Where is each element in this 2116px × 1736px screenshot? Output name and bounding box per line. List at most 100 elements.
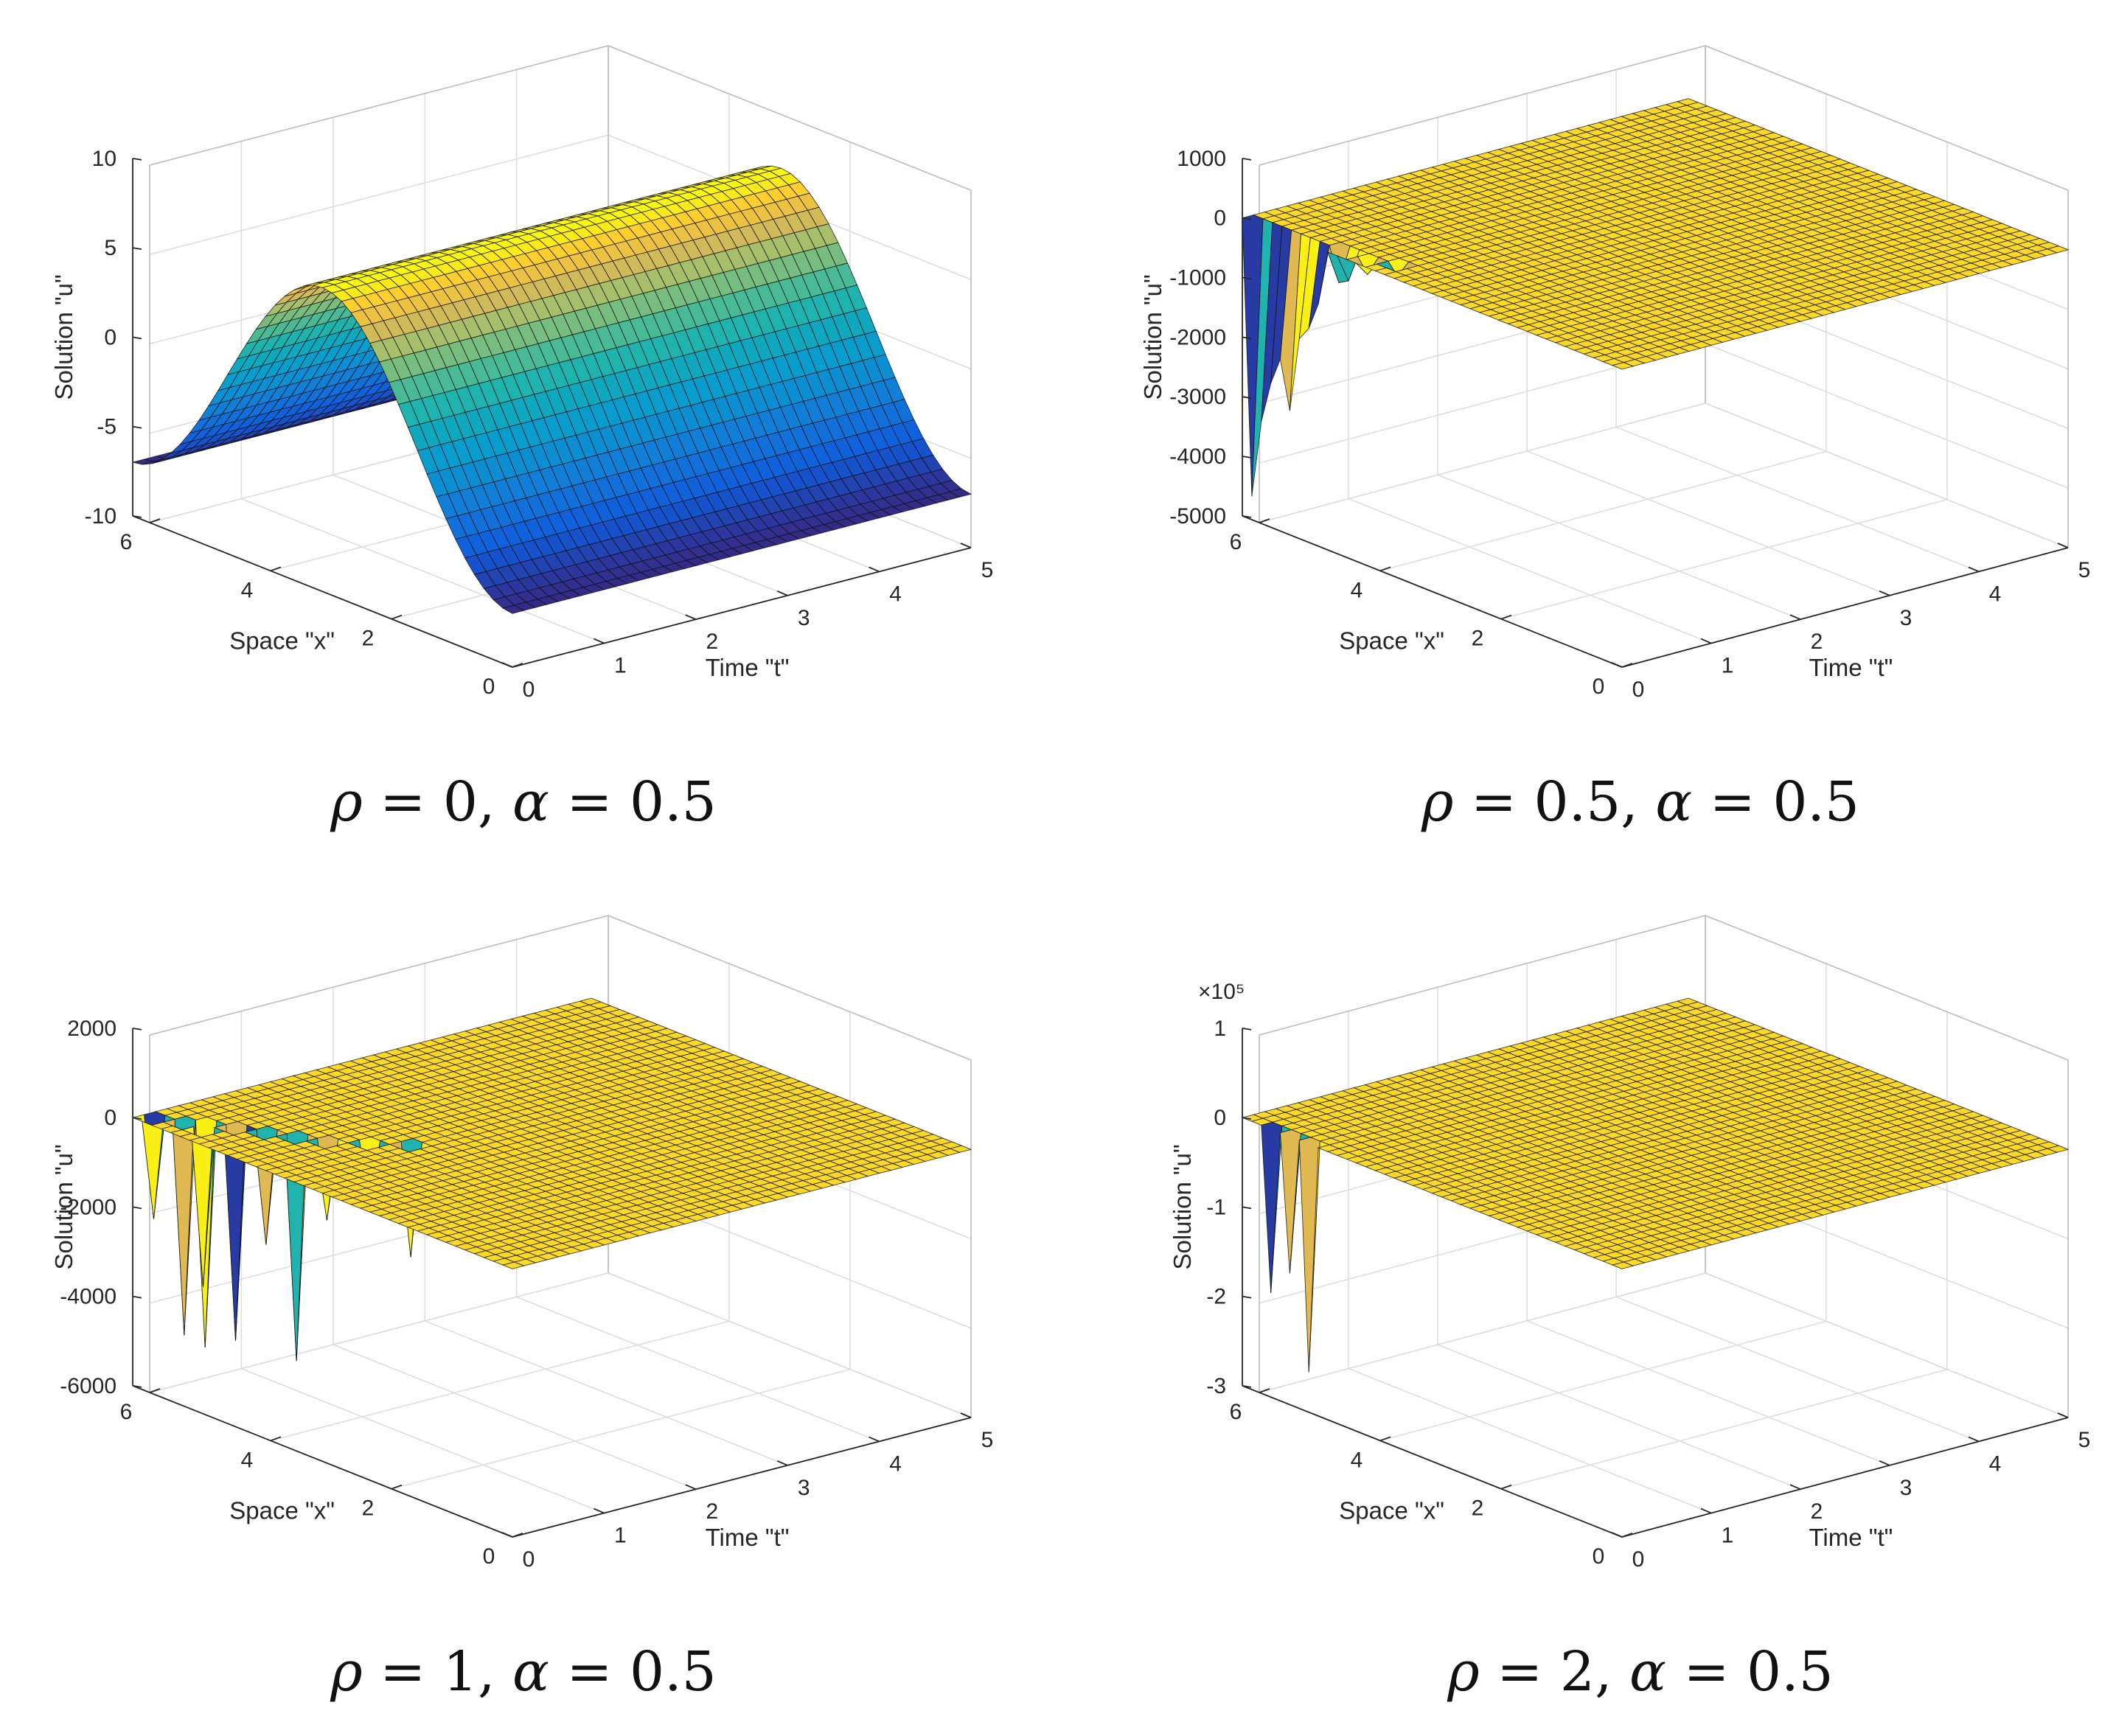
surface-patch [501, 604, 525, 614]
t-tick-label: 3 [798, 606, 810, 630]
x-tick-label: 6 [120, 530, 133, 554]
z-tick-label: -5 [97, 415, 116, 439]
caption-1: ρ = 0, α = 0.5 [330, 770, 717, 834]
z-tick [1242, 217, 1252, 220]
z-tick-label: -4000 [1169, 445, 1226, 469]
t-tick-label: 1 [1722, 654, 1734, 678]
surface-patch [142, 1120, 164, 1219]
box-edge [149, 45, 609, 166]
caption-rho-symbol: ρ [1421, 770, 1454, 834]
caption-rho-value: 0.5 [1534, 770, 1621, 834]
x-tick-label: 0 [483, 1544, 495, 1569]
x-axis-line [132, 515, 513, 668]
z-tick [1242, 157, 1252, 161]
z-tick [1242, 336, 1252, 340]
z-tick-label: -5000 [1169, 504, 1226, 529]
z-tick-label: -4000 [60, 1285, 116, 1309]
caption-alpha-value: 0.5 [630, 770, 717, 834]
t-axis-label: Time "t" [1809, 654, 1893, 681]
t-axis-line [512, 1417, 972, 1538]
t-tick-label: 1 [614, 1524, 627, 1548]
z-tick-label: -1000 [1169, 266, 1226, 290]
caption-rho-symbol: ρ [330, 1640, 363, 1704]
z-gridline [149, 1272, 972, 1418]
z-tick [132, 157, 142, 161]
t-tick [1879, 590, 1890, 596]
x-tick-label: 4 [241, 578, 254, 602]
t-axis-label: Time "t" [706, 654, 790, 681]
z-axis-label: Solution "u" [50, 1144, 77, 1269]
t-tick-label: 5 [981, 1428, 994, 1452]
t-tick [1611, 662, 1623, 668]
x-tick-label: 6 [1230, 530, 1242, 554]
surface-plot-2: -5000 -4000 -3000 -2000 -1000 0 1000 0 2 4 6 0 1 2 3 4 5… [1106, 0, 2116, 737]
t-tick-label: 0 [523, 1547, 535, 1572]
t-tick [594, 638, 605, 644]
z-tick-label: 2000 [67, 1017, 116, 1041]
z-tick [1242, 456, 1252, 459]
t-tick-label: 0 [1632, 677, 1645, 702]
caption-alpha-symbol: α [1655, 770, 1693, 834]
x-tick [1621, 663, 1633, 668]
z-tick [132, 336, 142, 340]
x-tick [270, 566, 282, 572]
z-tick [1242, 515, 1252, 518]
t-tick [685, 1484, 697, 1491]
z-tick [132, 425, 142, 429]
x-tick-label: 6 [120, 1400, 133, 1424]
z-tick [132, 1295, 142, 1299]
surface-plot-3: -6000 -4000 -2000 0 2000 0 2 4 6 0 1 2 3 4 5 Solution … [0, 870, 1058, 1607]
caption-alpha-value: 0.5 [1772, 770, 1860, 834]
caption-rho-value: 0 [442, 770, 478, 834]
t-tick-label: 0 [523, 677, 535, 702]
z-tick-label: -10 [85, 504, 116, 529]
x-tick [149, 518, 161, 523]
z-tick [132, 1027, 142, 1031]
z-tick-label: 5 [104, 236, 116, 260]
t-tick-label: 3 [798, 1476, 810, 1500]
caption-rho-value: 1 [442, 1640, 478, 1704]
x-tick [512, 663, 523, 668]
t-tick [2057, 543, 2069, 548]
box-edge [608, 45, 972, 191]
t-tick [869, 1436, 880, 1443]
t-tick [1789, 614, 1801, 621]
z-tick [1242, 276, 1252, 280]
t-tick-label: 4 [1989, 582, 2002, 606]
z-tick-label: 0 [104, 325, 116, 349]
t-tick [869, 566, 880, 573]
t-tick [776, 1460, 788, 1466]
z-tick-label: -3000 [1169, 385, 1226, 409]
x-tick [1500, 614, 1512, 620]
caption-rho-symbol: ρ [330, 770, 363, 834]
t-tick [1968, 566, 1980, 573]
caption-alpha-value: 0.5 [630, 1640, 717, 1704]
z-tick [132, 515, 142, 518]
t-tick [685, 614, 697, 621]
z-tick-label: -6000 [60, 1374, 116, 1398]
x-tick [391, 614, 403, 620]
box-edge [1259, 45, 1706, 166]
caption-2: ρ = 0.5, α = 0.5 [1421, 770, 1860, 834]
x-axis-label: Space "x" [1339, 627, 1444, 654]
x-tick-label: 0 [1593, 674, 1605, 699]
caption-3: ρ = 1, α = 0.5 [330, 1640, 717, 1704]
z-tick-label: 1000 [1177, 147, 1226, 171]
box-edge [1705, 45, 2069, 191]
t-tick [501, 662, 513, 668]
t-tick [960, 543, 972, 548]
t-tick [960, 1412, 972, 1418]
t-tick-label: 5 [2078, 558, 2091, 582]
x-axis-line [1242, 515, 1623, 668]
x-tick-label: 2 [1472, 627, 1484, 651]
x-tick-label: 2 [362, 627, 375, 651]
t-axis-line [1621, 547, 2069, 668]
z-tick [132, 1384, 142, 1388]
z-axis-label: Solution "u" [1139, 274, 1166, 400]
t-axis-label: Time "t" [706, 1524, 790, 1551]
t-tick-label: 1 [614, 654, 627, 678]
caption-alpha-symbol: α [512, 770, 549, 834]
x-tick [1259, 518, 1270, 523]
